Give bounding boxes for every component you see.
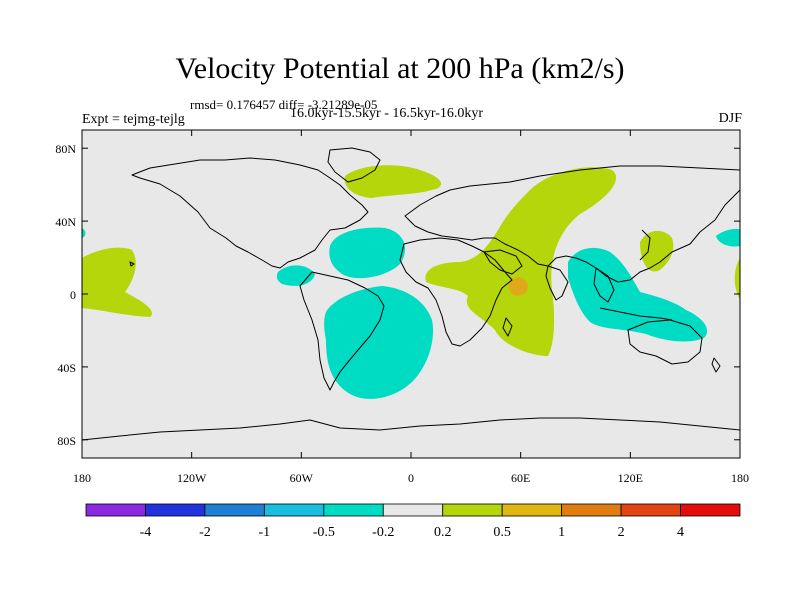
colorbar: -4 -2 -1 -0.5 -0.2 0.2 0.5 1 2 4	[85, 503, 741, 540]
coastline-india	[545, 265, 569, 301]
coastline-hawaii	[129, 261, 135, 267]
colorbar-swatch	[561, 503, 622, 517]
positive-region-africa-asia	[425, 167, 617, 356]
coastline-madagascar	[502, 317, 513, 337]
season-label: DJF	[718, 111, 742, 126]
stats-line: rmsd= 0.176457 diff= -3.21289e-05	[190, 97, 378, 112]
colorbar-label: 2	[618, 525, 625, 540]
colorbar-label: -0.5	[313, 525, 335, 540]
lon-tick-label: 60W	[290, 471, 314, 485]
lat-tick-label: 80S	[57, 434, 76, 448]
colorbar-swatch	[323, 503, 384, 517]
coastline-north-america	[131, 157, 369, 269]
positive-region-east-asia	[640, 230, 674, 272]
colorbar-swatch	[263, 503, 325, 517]
colorbar-swatch	[204, 503, 265, 517]
coastline-australia	[627, 319, 703, 365]
negative-region-dateline	[716, 228, 740, 247]
colorbar-swatch	[85, 503, 146, 517]
colorbar-swatch	[145, 503, 206, 517]
lat-tick-label: 40S	[57, 361, 76, 375]
negative-region-caribbean	[276, 265, 315, 286]
colorbar-swatch	[680, 503, 741, 517]
negative-region-west-atlantic-edge	[82, 228, 86, 238]
colorbar-label: 1	[558, 525, 565, 540]
colorbar-label: -0.2	[372, 525, 394, 540]
colorbar-label: -4	[140, 525, 152, 540]
coastline-indochina	[593, 267, 615, 303]
colorbar-label: 0.5	[493, 525, 511, 540]
map-title: Velocity Potential at 200 hPa (km2/s)	[175, 52, 625, 85]
latitude-axis: 80N 40N 0 40S 80S	[55, 142, 740, 448]
lon-tick-label: 180	[73, 471, 91, 485]
colorbar-label: -2	[199, 525, 211, 540]
coastline-japan	[639, 229, 651, 261]
positive-peak-east-africa	[508, 277, 528, 296]
colorbar-swatch	[620, 503, 681, 517]
anomaly-fields	[82, 165, 740, 399]
coastline-eurasia	[404, 165, 740, 283]
colorbar-label: 4	[677, 525, 684, 540]
lon-tick-label: 0	[408, 471, 414, 485]
coastline-antarctica	[82, 417, 740, 441]
experiment-label: Expt = tejmg-tejlg	[82, 112, 185, 127]
coastline-new-zealand	[711, 357, 721, 373]
lat-tick-label: 0	[70, 288, 76, 302]
coastline-africa	[399, 237, 513, 347]
colorbar-swatch	[501, 503, 563, 517]
lon-tick-label: 120E	[618, 471, 643, 485]
colorbar-swatch	[382, 503, 444, 517]
coastline-south-america	[299, 271, 385, 391]
longitude-axis: 180 120W 60W 0 60E 120E 180	[73, 130, 749, 485]
lon-tick-label: 60E	[511, 471, 530, 485]
colorbar-swatch	[442, 503, 503, 517]
coastline-indonesia	[599, 307, 673, 321]
negative-region-indian-ocean	[568, 247, 708, 342]
lat-tick-label: 80N	[55, 142, 76, 156]
coastline-arabia	[483, 249, 523, 275]
period-label: 16.0kyr-15.5kyr - 16.5kyr-16.0kyr	[290, 106, 484, 121]
lon-tick-label: 180	[731, 471, 749, 485]
negative-region-atlantic-north	[329, 227, 405, 279]
positive-region-pacific-east	[734, 258, 740, 300]
negative-region-south-atlantic	[324, 286, 434, 399]
coastlines	[82, 147, 740, 441]
colorbar-label: -1	[259, 525, 271, 540]
lat-tick-label: 40N	[55, 215, 76, 229]
colorbar-label: 0.2	[434, 525, 452, 540]
coastline-greenland	[327, 147, 381, 183]
lon-tick-label: 120W	[177, 471, 207, 485]
positive-region-pacific-west	[82, 247, 152, 317]
